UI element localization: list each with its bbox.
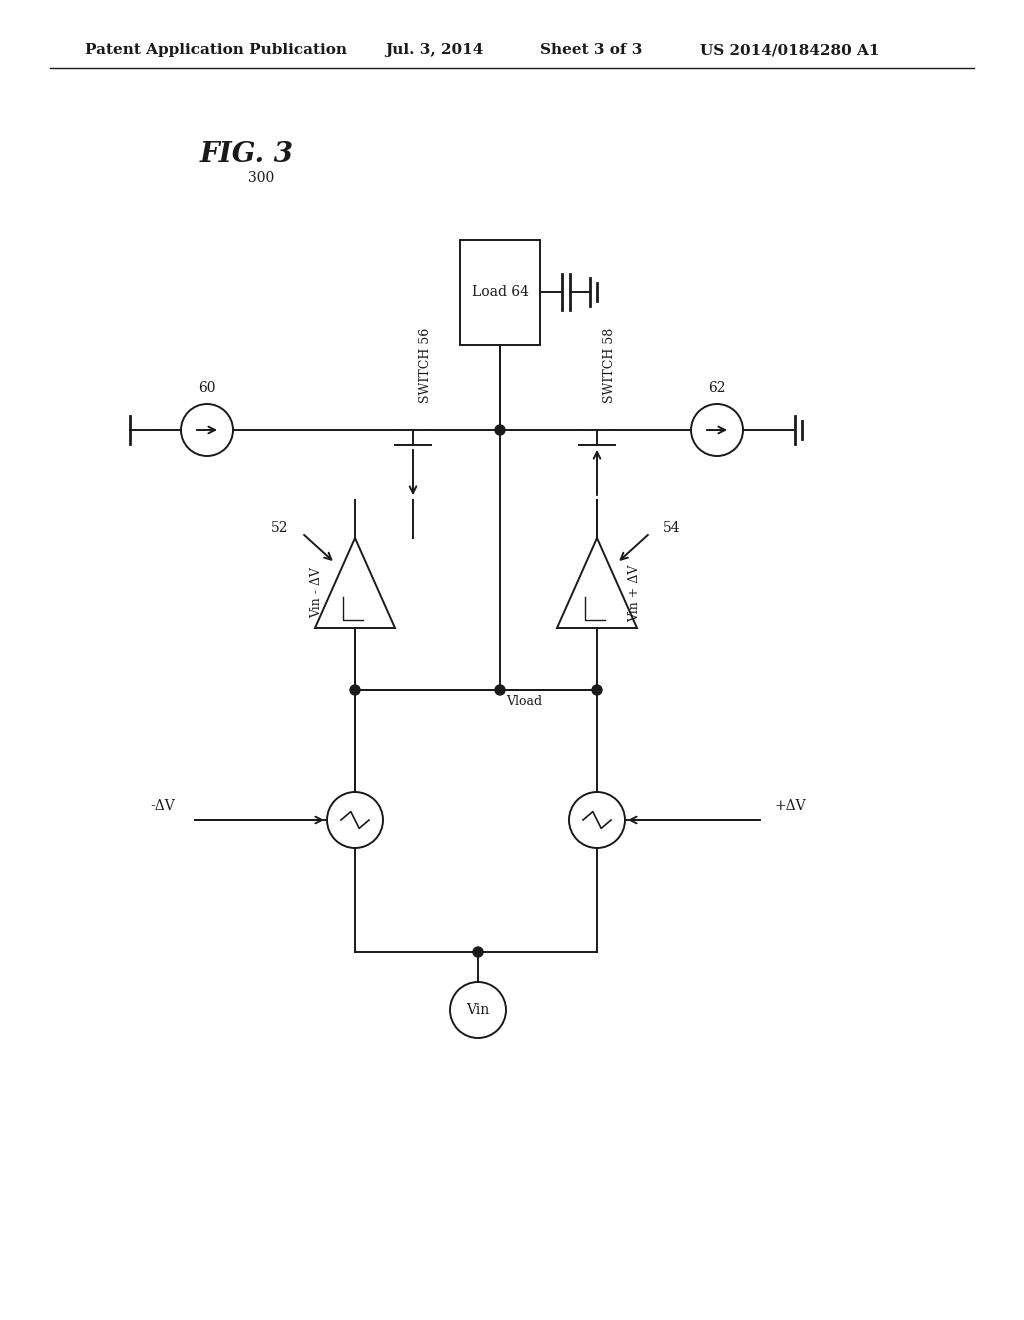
Text: FIG. 3: FIG. 3 — [200, 141, 294, 169]
Text: +ΔV: +ΔV — [775, 799, 807, 813]
Text: 60: 60 — [199, 381, 216, 395]
Text: Vin - ΔV: Vin - ΔV — [310, 568, 324, 619]
Text: -ΔV: -ΔV — [151, 799, 175, 813]
Text: 54: 54 — [664, 521, 681, 535]
Circle shape — [350, 685, 360, 696]
Text: Jul. 3, 2014: Jul. 3, 2014 — [385, 44, 483, 57]
Text: Sheet 3 of 3: Sheet 3 of 3 — [540, 44, 642, 57]
Circle shape — [495, 685, 505, 696]
Text: Vin: Vin — [466, 1003, 489, 1016]
Circle shape — [473, 946, 483, 957]
Text: SWITCH 56: SWITCH 56 — [419, 327, 432, 403]
Text: Vload: Vload — [506, 696, 542, 708]
Text: 62: 62 — [709, 381, 726, 395]
Circle shape — [592, 685, 602, 696]
Text: Load 64: Load 64 — [471, 285, 528, 300]
Text: US 2014/0184280 A1: US 2014/0184280 A1 — [700, 44, 880, 57]
Text: SWITCH 58: SWITCH 58 — [603, 327, 616, 403]
Text: Patent Application Publication: Patent Application Publication — [85, 44, 347, 57]
Circle shape — [495, 425, 505, 436]
Text: 52: 52 — [271, 521, 289, 535]
Text: Vin + ΔV: Vin + ΔV — [629, 565, 641, 622]
Text: 300: 300 — [248, 172, 274, 185]
Bar — [460, 239, 540, 345]
